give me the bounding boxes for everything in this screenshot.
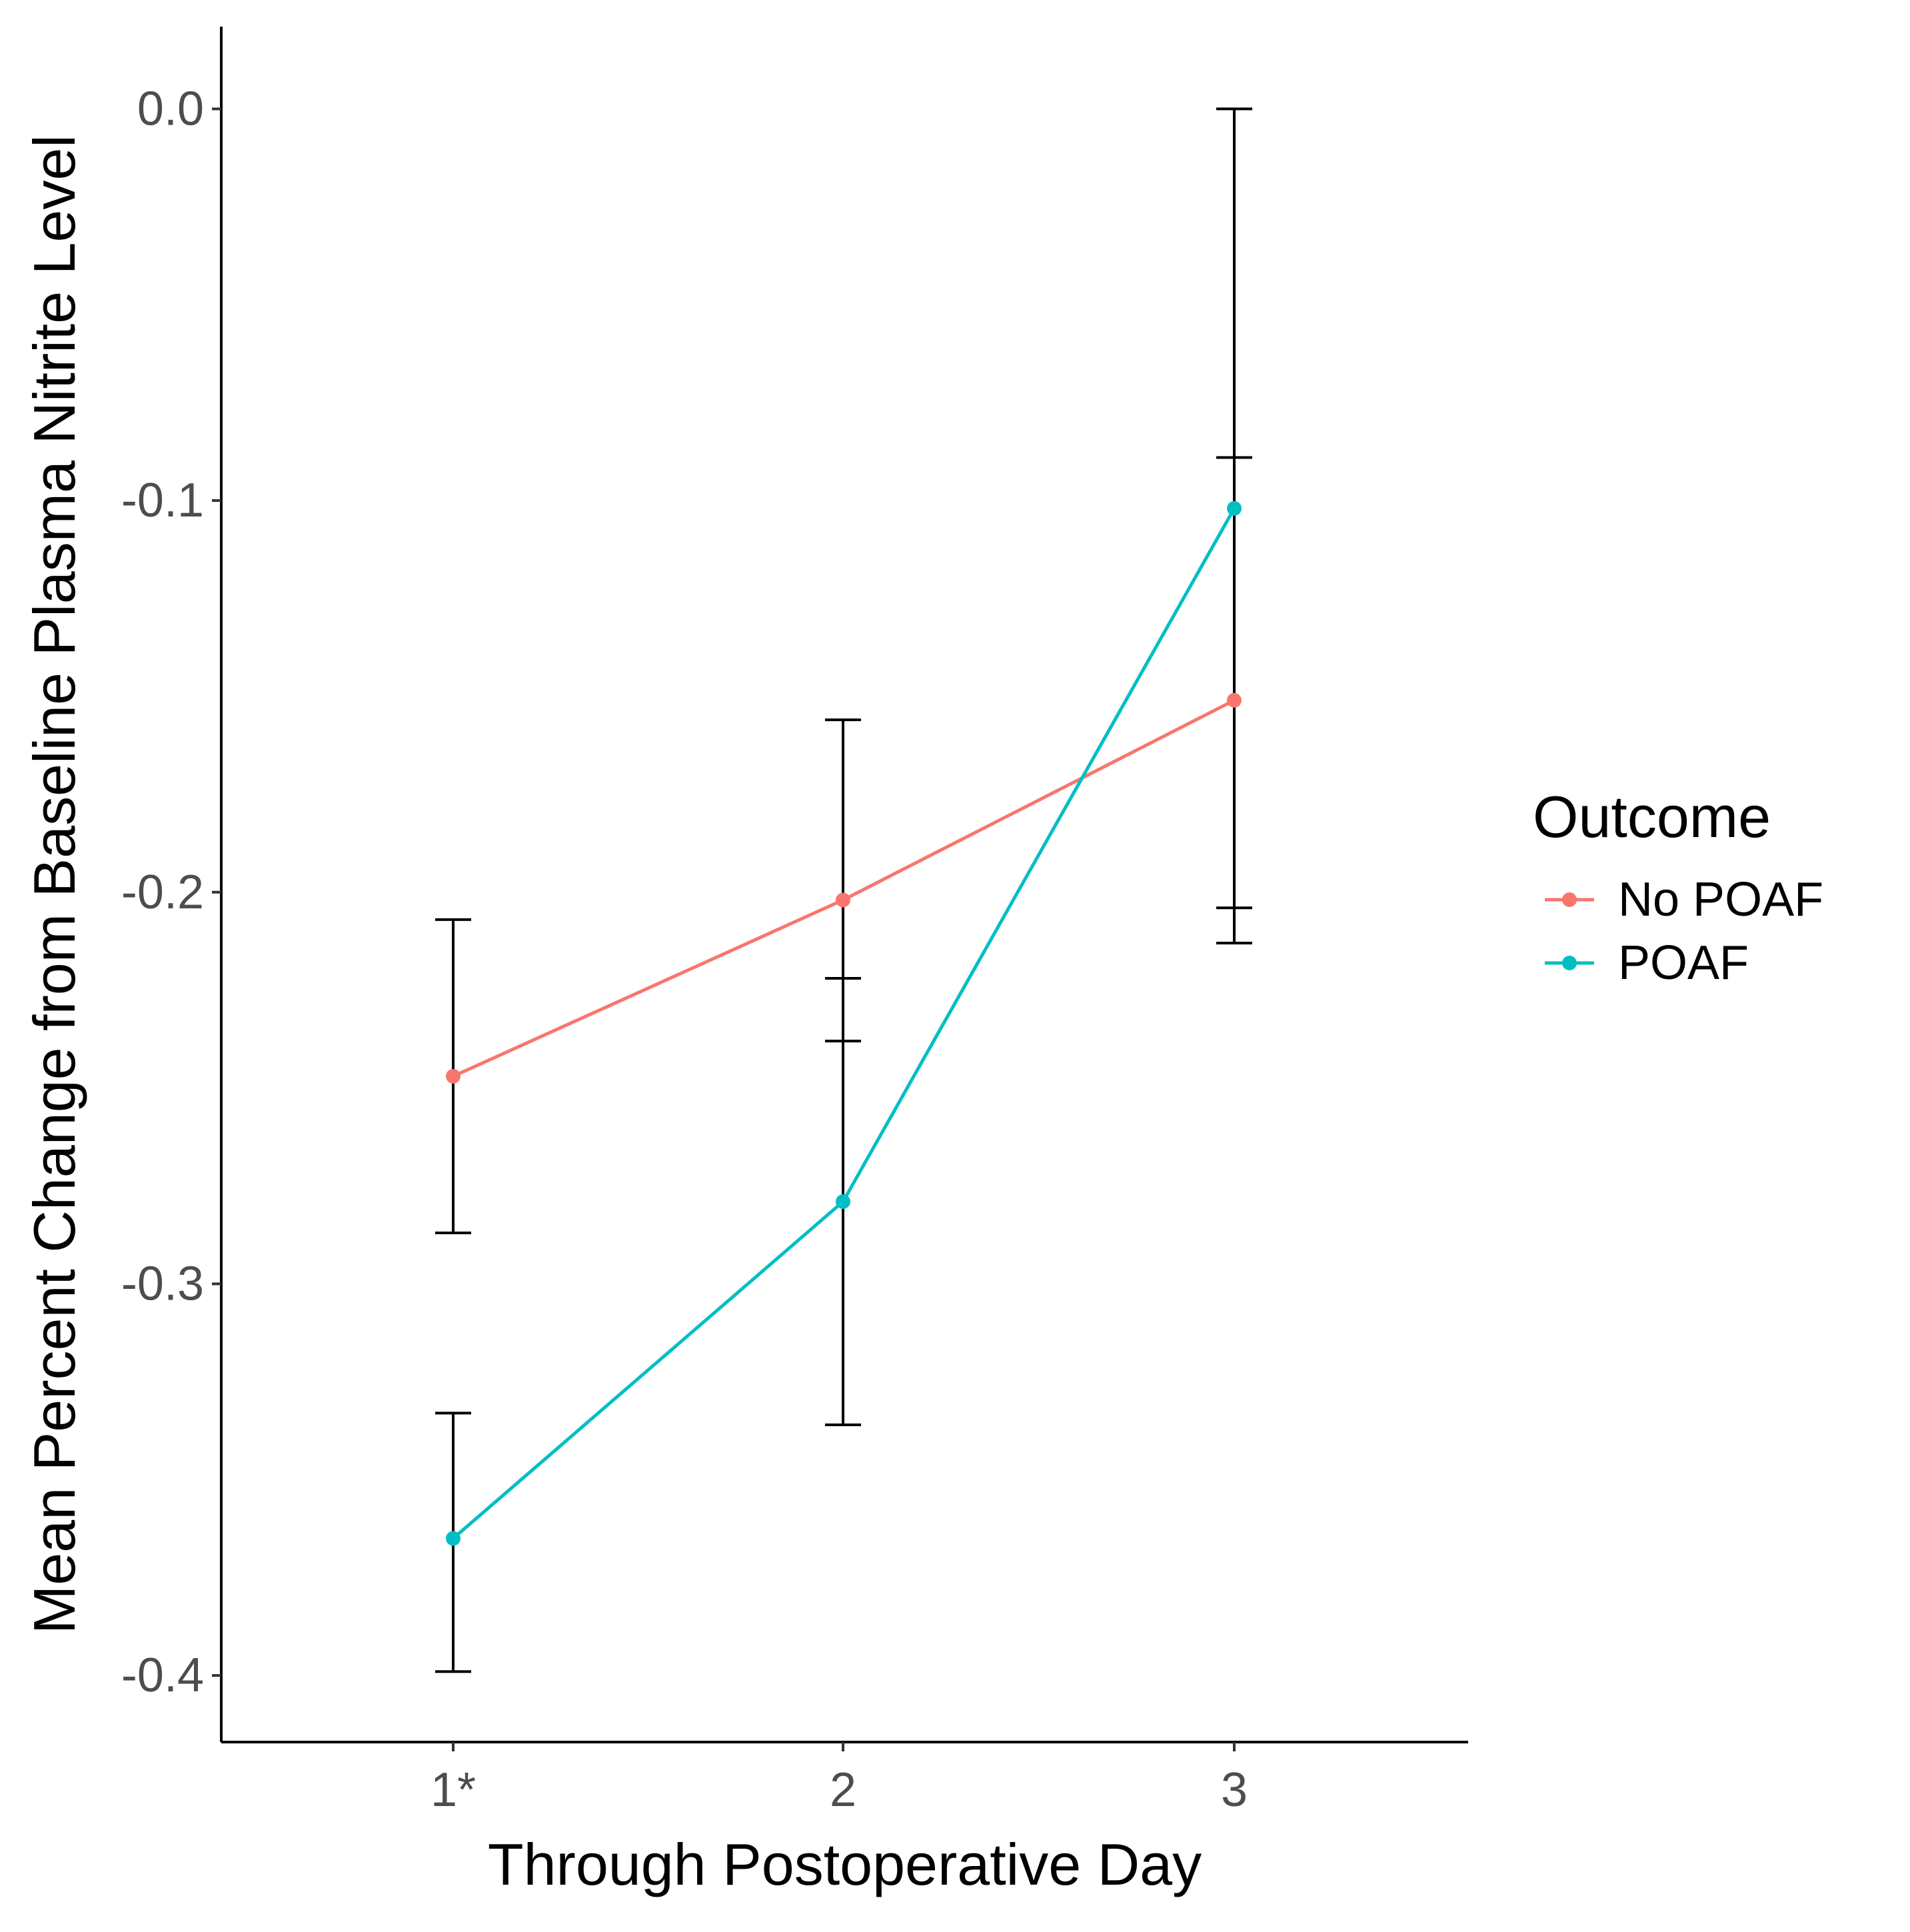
data-point-1-1 bbox=[446, 1068, 461, 1084]
y-tick-label: -0.3 bbox=[121, 1257, 204, 1310]
data-point-1-2 bbox=[836, 892, 850, 908]
axes: 0.0 -0.1 -0.2 -0.3 -0.4 1* 2 3 Through Postopera… bbox=[21, 27, 1468, 1897]
y-tick-label: -0.1 bbox=[121, 474, 204, 527]
legend-title: Outcome bbox=[1533, 784, 1771, 850]
y-tick-label: -0.4 bbox=[121, 1649, 204, 1702]
plot-area bbox=[435, 107, 1252, 1673]
data-point-1-3 bbox=[1227, 692, 1242, 708]
y-tick-label: 0.0 bbox=[137, 82, 204, 135]
x-tick-label: 3 bbox=[1221, 1763, 1248, 1817]
data-point-2-1 bbox=[446, 1531, 461, 1546]
legend-key-point bbox=[1562, 892, 1577, 907]
y-tick-label: -0.2 bbox=[121, 866, 204, 919]
data-point-2-2 bbox=[836, 1194, 850, 1210]
data-point-2-3 bbox=[1227, 500, 1242, 516]
x-tick-label: 2 bbox=[830, 1763, 856, 1817]
legend-key-point bbox=[1562, 956, 1577, 970]
y-axis-title: Mean Percent Change from Baseline Plasma… bbox=[21, 135, 87, 1634]
legend: Outcome No POAF POAF bbox=[1533, 784, 1823, 990]
x-tick-label: 1* bbox=[431, 1763, 476, 1817]
legend-label: POAF bbox=[1618, 936, 1749, 990]
x-axis-title: Through Postoperative Day bbox=[488, 1831, 1202, 1897]
legend-label: No POAF bbox=[1618, 873, 1823, 926]
